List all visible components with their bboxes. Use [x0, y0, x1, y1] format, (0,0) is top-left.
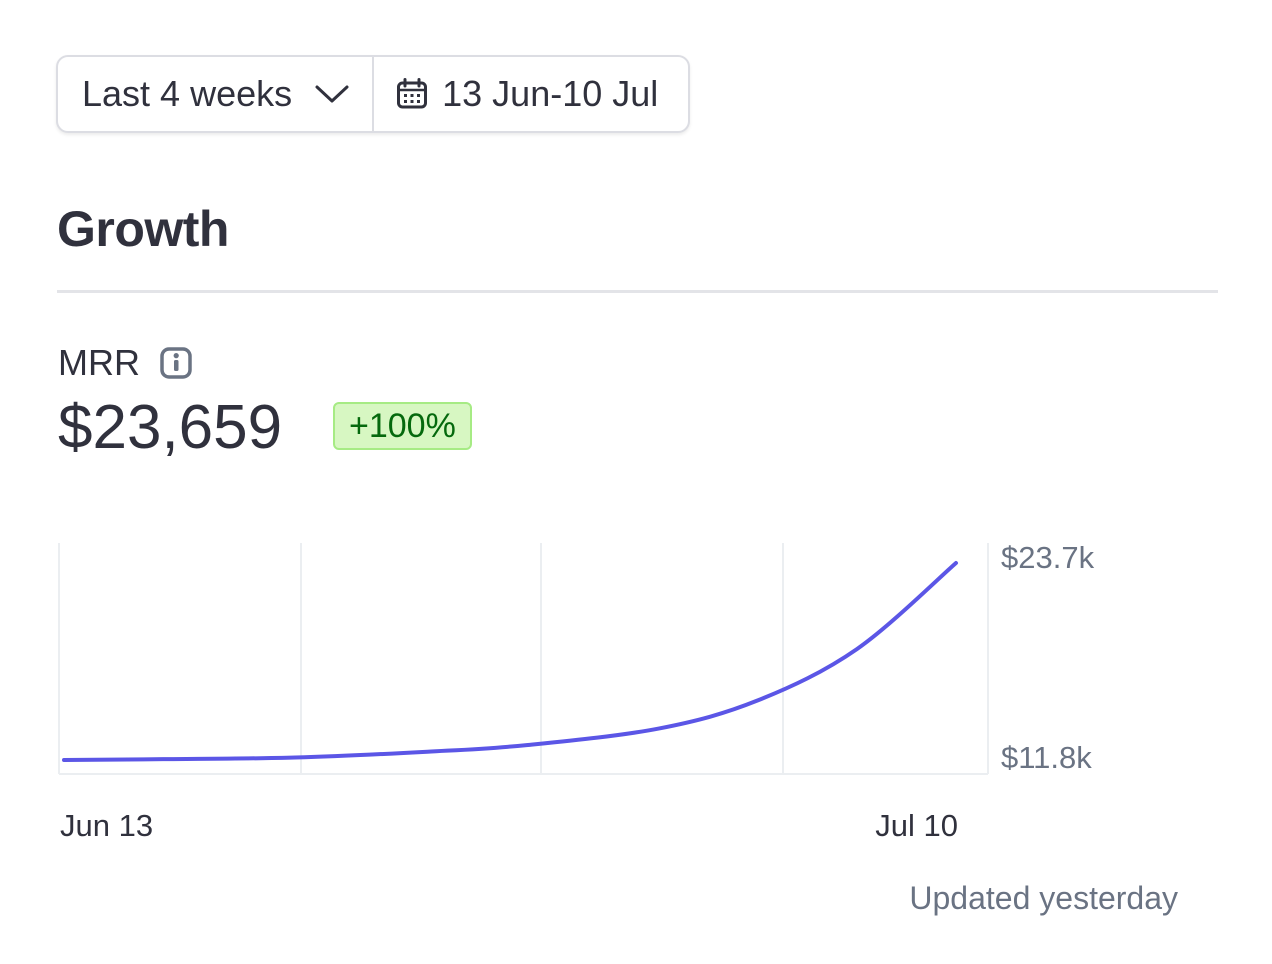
change-badge: +100% — [333, 402, 472, 450]
x-tick-label-1: Jul 10 — [875, 808, 958, 843]
period-select[interactable]: Last 4 weeks — [58, 57, 375, 131]
updated-timestamp: Updated yesterday — [909, 880, 1178, 916]
y-tick-label-0: $23.7k — [1001, 540, 1095, 575]
calendar-icon — [396, 78, 428, 110]
metric-label: MRR — [58, 342, 140, 383]
x-tick-label-0: Jun 13 — [60, 808, 153, 843]
info-icon[interactable] — [160, 347, 192, 379]
section-divider — [57, 290, 1218, 293]
metric-label-row: MRR — [58, 342, 192, 384]
chevron-down-icon — [314, 83, 350, 105]
period-select-label: Last 4 weeks — [82, 73, 293, 114]
metric-value: $23,659 — [58, 393, 283, 462]
date-range-label: 13 Jun-10 Jul — [442, 73, 659, 114]
date-filter-bar: Last 4 weeks 13 Jun-10 Jul — [56, 55, 691, 133]
y-tick-label-1: $11.8k — [1001, 740, 1092, 775]
date-range-picker[interactable]: 13 Jun-10 Jul — [374, 57, 688, 131]
section-title: Growth — [57, 201, 229, 257]
mrr-series-line — [62, 561, 958, 762]
